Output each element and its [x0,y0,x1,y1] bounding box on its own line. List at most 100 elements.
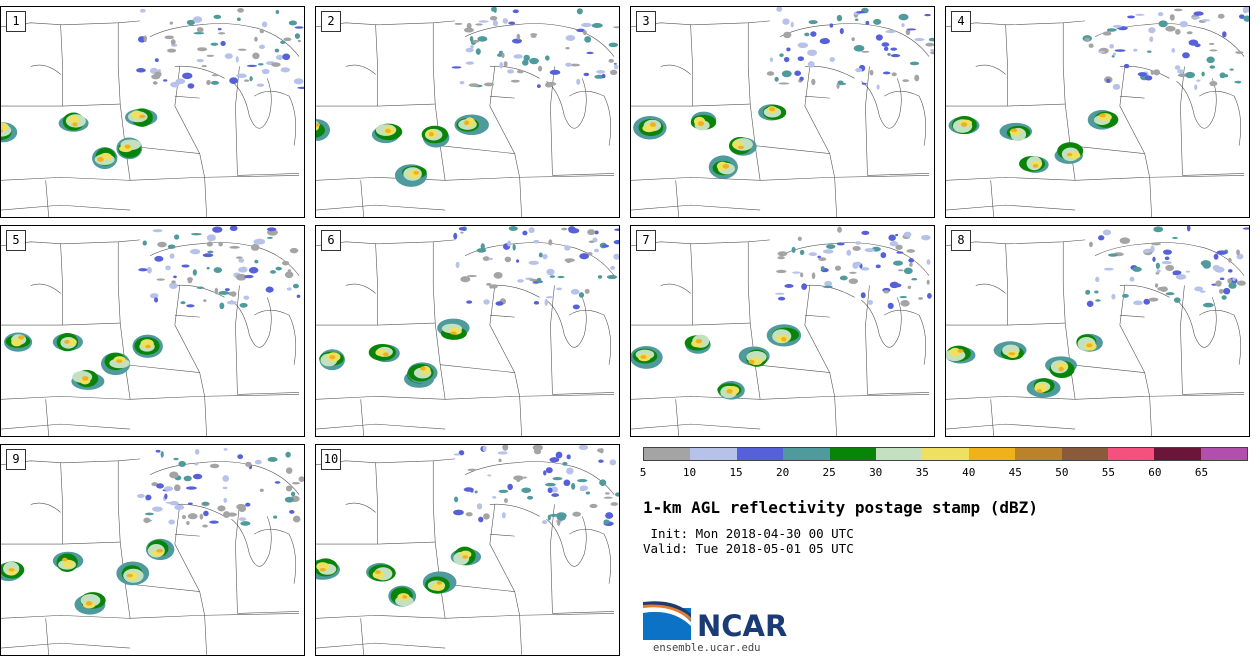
map-border-line [631,175,930,181]
reflectivity-cell [552,476,563,481]
reflectivity-cell [507,240,511,247]
reflectivity-cell [794,70,802,76]
reflectivity-cell [599,479,607,487]
reflectivity-cell [1109,44,1115,49]
reflectivity-cell [545,467,553,474]
map-border-line [1199,90,1241,146]
reflectivity-cell [248,266,259,274]
reflectivity-cell [563,479,571,487]
reflectivity-cell [154,58,159,63]
map-border-line [345,502,376,513]
reflectivity-cell [154,71,162,78]
reflectivity-cell [244,274,254,279]
reflectivity-cell [465,61,475,65]
reflectivity-cell [556,514,566,521]
reflectivity-cell [613,26,619,29]
reflectivity-map [631,7,934,217]
map-border-line [755,145,830,154]
reflectivity-cell [196,286,204,290]
reflectivity-cell [615,492,619,497]
reflectivity-cell [1191,16,1201,19]
reflectivity-cell [548,239,553,246]
reflectivity-cell [529,278,539,282]
reflectivity-cell [1106,28,1117,32]
reflectivity-cell [527,495,534,500]
reflectivity-cell [453,232,458,240]
reflectivity-cell [1217,13,1225,19]
reflectivity-cell [217,28,222,31]
reflectivity-cell [453,509,464,516]
reflectivity-cell [895,233,899,237]
reflectivity-cell [555,451,563,459]
map-border-line [946,394,1245,400]
reflectivity-cell [562,461,568,466]
reflectivity-cell [834,265,842,271]
reflectivity-cell [530,33,538,36]
reflectivity-cell [290,491,296,497]
reflectivity-cell [196,58,204,63]
reflectivity-cell [543,470,547,476]
panel-number: 1 [6,11,26,32]
reflectivity-cell [497,53,503,57]
ncar-wordmark: NCAR [697,609,788,643]
reflectivity-cell [194,462,199,466]
panel-number: 4 [951,11,971,32]
storm-cell [116,359,123,364]
map-border-line [660,283,691,294]
reflectivity-cell [613,62,617,65]
reflectivity-cell [1173,8,1183,12]
reflectivity-cell [499,61,504,69]
map-border-line [316,175,615,181]
map-border-line [569,309,611,365]
reflectivity-cell [235,56,239,63]
reflectivity-cell [820,266,825,271]
reflectivity-cell [463,27,474,33]
reflectivity-cell [478,516,484,523]
reflectivity-cell [829,57,835,62]
storm-cell [1036,388,1043,393]
reflectivity-cell [516,259,520,263]
reflectivity-cell [530,35,537,38]
reflectivity-cell [271,62,281,67]
reflectivity-cell [192,473,203,480]
reflectivity-cell [187,279,193,284]
reflectivity-cell [187,83,195,89]
reflectivity-cell [270,270,276,274]
reflectivity-cell [1165,292,1175,296]
reflectivity-cell [547,487,553,494]
reflectivity-cell [572,304,580,310]
reflectivity-cell [1148,27,1156,34]
reflectivity-cell [498,458,502,463]
map-border-line [60,243,63,326]
reflectivity-cell [1165,264,1175,272]
reflectivity-cell [777,256,785,260]
reflectivity-cell [869,69,874,76]
map-border-line [237,611,300,614]
reflectivity-cell [451,66,462,69]
reflectivity-cell [226,300,237,305]
reflectivity-cell [169,471,179,479]
reflectivity-cell [455,261,460,269]
map-border-line [804,95,830,99]
reflectivity-cell [193,32,205,35]
reflectivity-cell [152,229,163,233]
reflectivity-cell [210,42,219,46]
map-border-line [237,173,300,176]
reflectivity-cell [551,493,560,497]
map-border-line [514,372,522,436]
reflectivity-cell [864,248,875,253]
map-border-line [45,180,49,217]
reflectivity-cell [1095,276,1100,283]
reflectivity-cell [213,267,223,273]
reflectivity-cell [138,268,148,272]
map-border-line [30,502,61,513]
reflectivity-cell [202,253,214,258]
reflectivity-cell [466,22,472,29]
colorbar-segment [1200,448,1248,460]
reflectivity-cell [238,517,247,522]
reflectivity-cell [1208,42,1215,45]
reflectivity-cell [557,275,565,279]
reflectivity-cell [903,231,912,238]
reflectivity-cell [865,20,870,25]
reflectivity-cell [1133,300,1143,306]
